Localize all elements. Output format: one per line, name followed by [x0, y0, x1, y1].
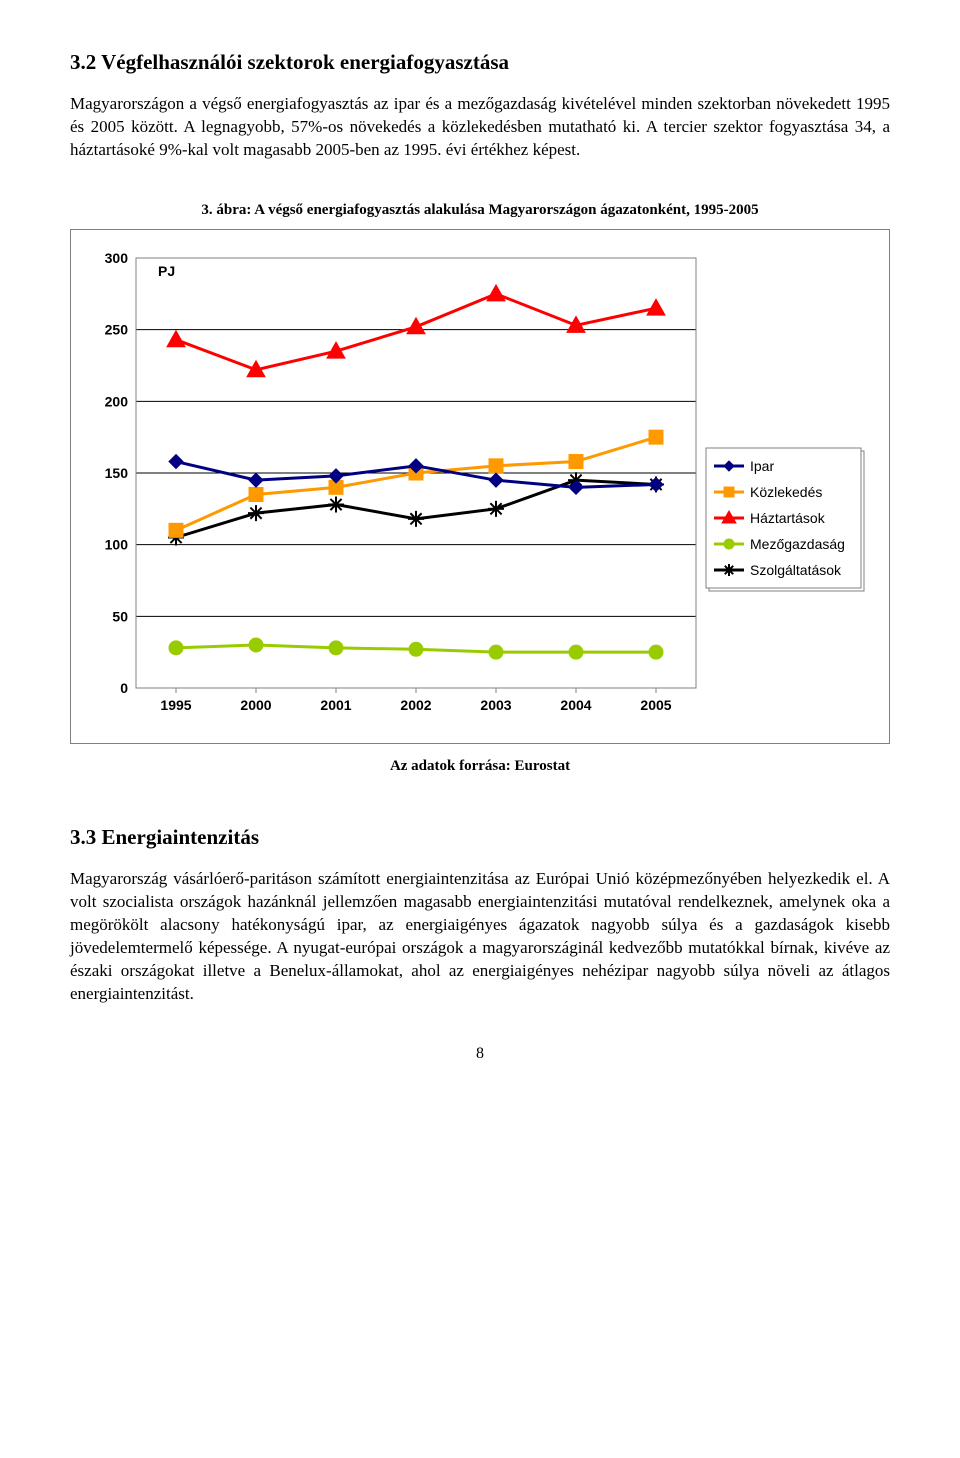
svg-text:Közlekedés: Közlekedés [750, 484, 822, 500]
svg-text:Háztartások: Háztartások [750, 510, 826, 526]
svg-text:250: 250 [105, 321, 129, 337]
page-number: 8 [70, 1045, 890, 1063]
svg-text:Mezőgazdaság: Mezőgazdaság [750, 536, 845, 552]
svg-text:100: 100 [105, 536, 129, 552]
section-3-3-heading: 3.3 Energiaintenzitás [70, 825, 890, 850]
chart-title: 3. ábra: A végső energiafogyasztás alaku… [70, 202, 890, 219]
svg-text:0: 0 [120, 680, 128, 696]
svg-text:2005: 2005 [640, 697, 671, 713]
chart-source: Az adatok forrása: Eurostat [70, 758, 890, 775]
svg-text:2003: 2003 [480, 697, 511, 713]
svg-text:2001: 2001 [320, 697, 351, 713]
svg-text:Ipar: Ipar [750, 458, 774, 474]
svg-text:50: 50 [112, 608, 128, 624]
svg-text:150: 150 [105, 465, 129, 481]
svg-text:1995: 1995 [160, 697, 191, 713]
svg-text:PJ: PJ [158, 263, 175, 279]
svg-text:2000: 2000 [240, 697, 271, 713]
section-3-2-para1: Magyarországon a végső energiafogyasztás… [70, 93, 890, 162]
svg-text:2002: 2002 [400, 697, 431, 713]
svg-text:300: 300 [105, 250, 129, 266]
line-chart: 0 50 100 150 200 250 300 PJ 1995 2000 2001 2002 2003… [81, 248, 871, 728]
svg-text:Szolgáltatások: Szolgáltatások [750, 562, 842, 578]
svg-text:2004: 2004 [560, 697, 591, 713]
section-3-3-para1: Magyarország vásárlóerő-paritáson számít… [70, 868, 890, 1006]
chart-container: 0 50 100 150 200 250 300 PJ 1995 2000 2001 2002 2003… [70, 229, 890, 744]
svg-text:200: 200 [105, 393, 129, 409]
section-3-2-heading: 3.2 Végfelhasználói szektorok energiafog… [70, 50, 890, 75]
